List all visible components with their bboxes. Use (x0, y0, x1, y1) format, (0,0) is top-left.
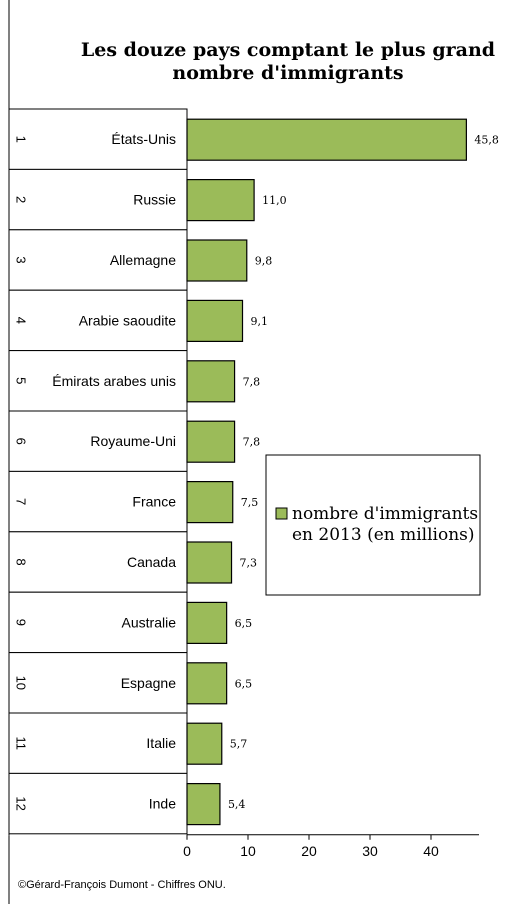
chart-title-line: Les douze pays comptant le plus grand (81, 39, 495, 61)
data-label: 7,3 (240, 557, 258, 570)
table-row (8, 591, 188, 654)
bar (186, 722, 223, 765)
bar (186, 299, 244, 342)
bar (186, 118, 467, 161)
category-label: États-Unis (111, 131, 176, 147)
bar (186, 782, 221, 826)
rank-label: 6 (14, 438, 29, 445)
bar (186, 541, 233, 584)
legend-label: en 2013 (en millions) (292, 525, 475, 545)
category-label: Canada (127, 554, 176, 570)
category-label: Émirats arabes unis (52, 373, 176, 389)
data-label: 7,8 (243, 375, 261, 388)
legend-box (265, 454, 481, 596)
bar (186, 239, 248, 282)
rank-label: 8 (14, 558, 29, 565)
rank-label: 2 (14, 196, 29, 203)
data-label: 11,0 (262, 194, 287, 207)
rank-label: 7 (14, 498, 29, 505)
table-row (8, 108, 188, 170)
rank-label: 3 (14, 256, 29, 263)
bar (186, 360, 236, 403)
category-label: Allemagne (110, 252, 176, 268)
category-label: Italie (146, 735, 176, 751)
x-tick-label: 20 (301, 843, 317, 859)
x-tick-label: 0 (183, 843, 191, 859)
category-label: Australie (122, 614, 177, 630)
table-row (8, 652, 188, 714)
table-row (8, 470, 188, 533)
table-row (8, 229, 188, 291)
data-label: 45,8 (474, 134, 499, 147)
table-row (8, 410, 188, 472)
rank-label: 12 (14, 796, 29, 810)
category-label: Espagne (121, 675, 176, 691)
x-tick-label: 40 (423, 843, 439, 859)
rank-label: 5 (14, 377, 29, 384)
data-label: 9,8 (255, 255, 273, 268)
x-axis: 0 10 20 30 40 (183, 109, 479, 859)
rank-label: 11 (14, 736, 29, 750)
chart-title: Les douze pays comptant le plus grandnom… (81, 39, 495, 84)
category-label: Arabie saoudite (79, 312, 177, 328)
category-label: Royaume-Uni (90, 433, 176, 449)
data-label: 5,7 (230, 738, 248, 751)
data-label: 5,4 (228, 798, 246, 811)
rank-label: 1 (14, 136, 29, 143)
data-label: 6,5 (235, 617, 253, 630)
chart-title-line: nombre d'immigrants (172, 62, 403, 84)
table-row (8, 772, 188, 835)
bar (186, 179, 255, 222)
legend-swatch (275, 507, 288, 520)
x-tick-label: 10 (240, 843, 256, 859)
table-row (8, 168, 188, 231)
bar (186, 481, 234, 524)
data-label: 7,5 (241, 496, 259, 509)
bar (186, 420, 236, 463)
rank-label: 10 (14, 676, 29, 690)
legend-label: nombre d'immigrants (292, 504, 478, 524)
x-tick-label: 30 (362, 843, 378, 859)
category-label: France (132, 494, 176, 510)
bar (186, 601, 228, 645)
table-row (8, 289, 188, 352)
credit-text: ©Gérard-François Dumont - Chiffres ONU. (18, 879, 226, 891)
data-label: 7,8 (243, 436, 261, 449)
rank-label: 9 (14, 619, 29, 626)
rank-label: 4 (14, 317, 29, 324)
category-label: Russie (133, 192, 176, 208)
table-row (8, 712, 188, 774)
data-label: 9,1 (251, 315, 269, 328)
data-label: 6,5 (235, 677, 253, 690)
category-table: 1 États-Unis 2 Russie 3 Allemagne 4 Arabie saou… (8, 0, 188, 904)
category-label: Inde (149, 796, 176, 812)
bar (186, 662, 228, 705)
